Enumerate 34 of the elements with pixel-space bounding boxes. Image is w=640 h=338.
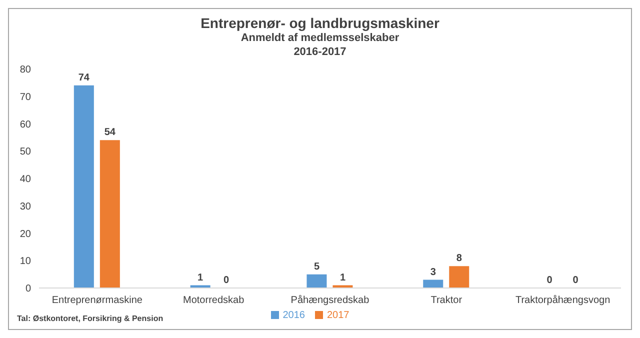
y-tick-label: 60 [20, 119, 32, 130]
legend-label: 2016 [282, 310, 305, 321]
bar [74, 85, 94, 288]
y-tick-label: 30 [20, 201, 32, 212]
bar [423, 280, 444, 288]
data-label: 8 [456, 253, 462, 264]
legend-label: 2017 [327, 310, 350, 321]
y-tick-label: 70 [20, 92, 32, 103]
data-label: 3 [430, 266, 436, 278]
data-label: 0 [224, 274, 230, 286]
bar [306, 274, 327, 288]
chart-subtitle: Anmeldt af medlemsselskaber 2016-2017 [240, 31, 400, 59]
y-tick-label: 20 [20, 228, 32, 240]
x-tick-label: Motorredskab [183, 295, 245, 306]
bar [100, 140, 120, 288]
y-tick-label: 0 [25, 284, 32, 295]
x-tick-label: Traktor [430, 295, 463, 306]
data-label: 5 [314, 261, 320, 272]
x-tick-label: Påhængsredskab [290, 294, 370, 306]
data-label: 0 [572, 274, 579, 286]
data-label: 54 [104, 127, 116, 138]
data-label: 74 [78, 72, 90, 84]
y-tick-label: 40 [20, 174, 32, 186]
chart-title: Entreprenør- og landbrugsmaskiner [200, 15, 440, 31]
data-label: 1 [198, 272, 204, 284]
data-label: 1 [340, 272, 346, 284]
data-label: 0 [546, 274, 553, 286]
y-tick-label: 80 [20, 64, 32, 76]
y-tick-label: 50 [20, 146, 32, 158]
text: Tal: Østkontoret, Forsikring & Pension [17, 314, 164, 323]
x-tick-label: Traktorpåhængsvogn [515, 294, 610, 306]
x-tick-label: Entreprenørmaskine [52, 295, 143, 306]
y-tick-label: 10 [20, 256, 32, 268]
bar [449, 266, 470, 288]
